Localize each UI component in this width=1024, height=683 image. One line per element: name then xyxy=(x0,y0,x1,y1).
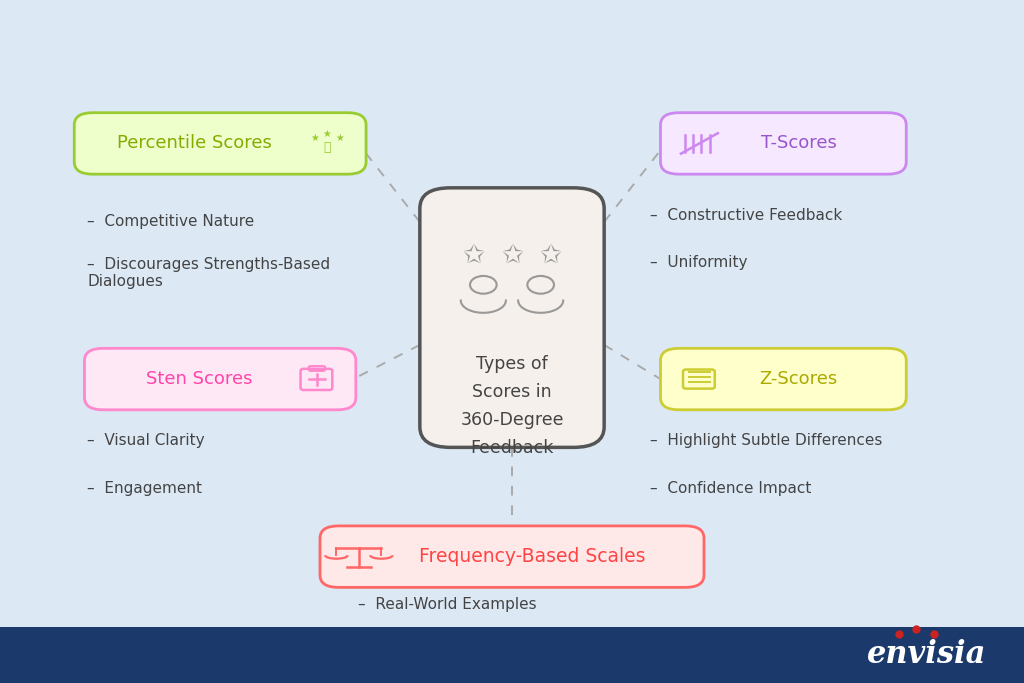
Text: –  Highlight Subtle Differences: – Highlight Subtle Differences xyxy=(650,433,883,448)
FancyBboxPatch shape xyxy=(660,113,906,174)
Text: T-Scores: T-Scores xyxy=(761,135,837,152)
Text: –  Confidence Impact: – Confidence Impact xyxy=(650,481,812,496)
Text: Sten Scores: Sten Scores xyxy=(146,370,253,388)
Text: ✩: ✩ xyxy=(462,243,484,269)
Text: –  Real-World Examples: – Real-World Examples xyxy=(358,597,537,612)
Text: –  Uniformity: – Uniformity xyxy=(650,255,748,270)
Text: –  Competitive Nature: – Competitive Nature xyxy=(87,214,254,229)
Text: –  Engagement: – Engagement xyxy=(87,481,202,496)
Text: –  Discourages Strengths-Based
Dialogues: – Discourages Strengths-Based Dialogues xyxy=(87,257,330,290)
FancyBboxPatch shape xyxy=(420,188,604,447)
FancyBboxPatch shape xyxy=(75,113,367,174)
Text: –  Constructive Feedback: – Constructive Feedback xyxy=(650,208,843,223)
Text: ✩: ✩ xyxy=(501,243,523,269)
Text: Z-Scores: Z-Scores xyxy=(760,370,838,388)
Text: ★: ★ xyxy=(323,129,332,139)
Bar xyxy=(0,627,1024,683)
Text: Types of
Scores in
360-Degree
Feedback: Types of Scores in 360-Degree Feedback xyxy=(460,355,564,456)
Text: Frequency-Based Scales: Frequency-Based Scales xyxy=(419,547,646,566)
Text: –  Visual Clarity: – Visual Clarity xyxy=(87,433,205,448)
FancyBboxPatch shape xyxy=(319,526,705,587)
Text: ✩: ✩ xyxy=(540,243,562,269)
Text: ★: ★ xyxy=(310,133,319,143)
Text: 🎗: 🎗 xyxy=(324,141,331,154)
Text: –  Limited Comparative Nuance: – Limited Comparative Nuance xyxy=(358,632,599,647)
Text: envisia: envisia xyxy=(867,639,986,671)
FancyBboxPatch shape xyxy=(84,348,356,410)
FancyBboxPatch shape xyxy=(660,348,906,410)
Text: ★: ★ xyxy=(335,133,344,143)
Text: Percentile Scores: Percentile Scores xyxy=(117,135,272,152)
